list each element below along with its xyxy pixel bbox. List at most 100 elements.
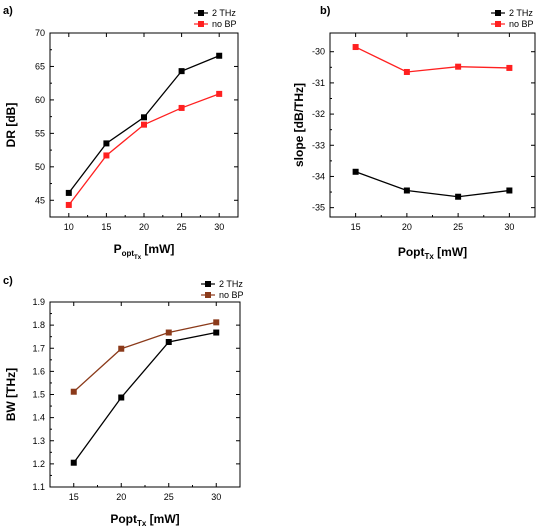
data-point xyxy=(403,187,410,194)
data-point xyxy=(455,63,462,70)
y-axis-label: BW [THz] xyxy=(4,368,18,421)
x-axis-label-subscript: Tx xyxy=(137,519,147,528)
legend-label: no BP xyxy=(212,19,237,29)
y-tick-label: 1.4 xyxy=(32,413,45,423)
legend-marker xyxy=(205,281,211,287)
series-line-2 xyxy=(73,321,217,393)
data-point xyxy=(216,90,223,97)
y-tick-label: -32 xyxy=(312,109,325,119)
y-tick-label: -35 xyxy=(312,203,325,213)
data-point xyxy=(506,64,513,71)
x-tick-label: 15 xyxy=(101,222,111,232)
panel-label: b) xyxy=(320,5,331,17)
y-tick-label: 45 xyxy=(35,195,45,205)
data-point xyxy=(141,114,147,121)
data-point xyxy=(141,121,147,128)
y-tick-label: 70 xyxy=(35,28,45,38)
x-axis-label-subsubscript: Tx xyxy=(134,255,142,261)
data-point xyxy=(213,329,220,336)
legend-marker xyxy=(198,10,204,16)
y-tick-label: -30 xyxy=(312,47,325,57)
y-tick-label: 1.9 xyxy=(32,297,45,307)
x-axis-label-main: P xyxy=(114,242,122,256)
data-point xyxy=(70,459,77,466)
data-point xyxy=(352,168,359,175)
chart-panel-2: b) 15 20 25 30 -35 -34 -33 -32 -31 -30 slope [dB/TH… xyxy=(292,5,536,261)
x-tick-label: 20 xyxy=(116,492,126,502)
y-tick-label: 1.7 xyxy=(32,343,45,353)
y-tick-label: 1.2 xyxy=(32,459,45,469)
y-tick-label: 50 xyxy=(35,162,45,172)
y-axis-label: slope [dB/THz] xyxy=(292,83,306,167)
x-axis-label-unit: [mW] xyxy=(141,242,174,256)
y-tick-label: -31 xyxy=(312,78,325,88)
y-tick-label: 55 xyxy=(35,128,45,138)
data-point xyxy=(216,52,223,59)
x-tick-label: 20 xyxy=(139,222,149,232)
data-point xyxy=(70,388,77,395)
panel-label: a) xyxy=(3,5,13,17)
x-axis-label: PoptTx [mW] xyxy=(110,512,179,528)
x-tick-label: 25 xyxy=(177,222,187,232)
y-tick-label: 1.6 xyxy=(32,366,45,376)
series-line-2 xyxy=(68,93,220,206)
y-tick-label: 60 xyxy=(35,95,45,105)
x-tick-label: 15 xyxy=(69,492,79,502)
x-tick-label: 30 xyxy=(211,492,221,502)
y-tick-label: 1.8 xyxy=(32,320,45,330)
legend-label: 2 THz xyxy=(212,8,236,18)
plot-frame xyxy=(49,301,241,488)
x-tick-label: 25 xyxy=(164,492,174,502)
series-line-1 xyxy=(73,331,217,464)
series-line-1 xyxy=(355,171,510,198)
x-axis-label-unit: [mW] xyxy=(146,512,179,526)
y-tick-label: 1.1 xyxy=(32,482,45,492)
data-point xyxy=(65,189,72,196)
x-tick-label: 20 xyxy=(402,222,412,232)
series-line-2 xyxy=(355,46,510,73)
data-point xyxy=(403,68,410,75)
legend-label: 2 THz xyxy=(509,8,533,18)
data-point xyxy=(455,193,462,200)
y-tick-label: 1.5 xyxy=(32,390,45,400)
data-point xyxy=(506,187,513,194)
x-tick-label: 30 xyxy=(504,222,514,232)
panel-label: c) xyxy=(3,275,13,287)
x-axis-label: PoptTx [mW] xyxy=(114,242,175,261)
x-tick-label: 10 xyxy=(64,222,74,232)
plot-frame xyxy=(329,32,536,218)
legend-label: no BP xyxy=(219,290,244,300)
x-tick-label: 15 xyxy=(351,222,361,232)
data-point xyxy=(352,44,359,51)
y-tick-label: -33 xyxy=(312,140,325,150)
data-point xyxy=(165,329,172,336)
x-axis-label-unit: [mW] xyxy=(434,245,467,259)
data-point xyxy=(65,201,72,208)
y-tick-label: 65 xyxy=(35,61,45,71)
legend-marker xyxy=(495,21,501,27)
data-point xyxy=(213,319,220,326)
data-point xyxy=(118,394,125,401)
x-axis-label-main: Popt xyxy=(398,245,425,259)
data-point xyxy=(178,68,185,75)
x-axis-label-main: Popt xyxy=(110,512,137,526)
y-tick-label: -34 xyxy=(312,171,325,181)
x-tick-label: 25 xyxy=(453,222,463,232)
y-axis-label: DR [dB] xyxy=(4,103,18,148)
x-axis-label-subscript: Tx xyxy=(425,252,435,261)
data-point xyxy=(118,345,125,352)
chart-panel-1: a) 10 15 20 25 30 45 50 55 60 65 70 DR [dB] PoptTx [m… xyxy=(3,5,239,261)
legend-marker xyxy=(205,292,211,298)
y-tick-label: 1.3 xyxy=(32,436,45,446)
legend-marker xyxy=(198,21,204,27)
x-axis-label-subscript: opt xyxy=(122,249,135,258)
x-tick-label: 30 xyxy=(214,222,224,232)
data-point xyxy=(178,104,185,111)
legend-label: no BP xyxy=(509,19,534,29)
chart-panel-3: c) 15 20 25 30 1.1 1.2 1.3 1.4 1.5 1.6 1.7 1.8 1.9 BW … xyxy=(3,275,244,528)
legend-marker xyxy=(495,10,501,16)
x-axis-label: PoptTx [mW] xyxy=(398,245,467,261)
data-point xyxy=(165,339,172,346)
data-point xyxy=(103,140,110,147)
